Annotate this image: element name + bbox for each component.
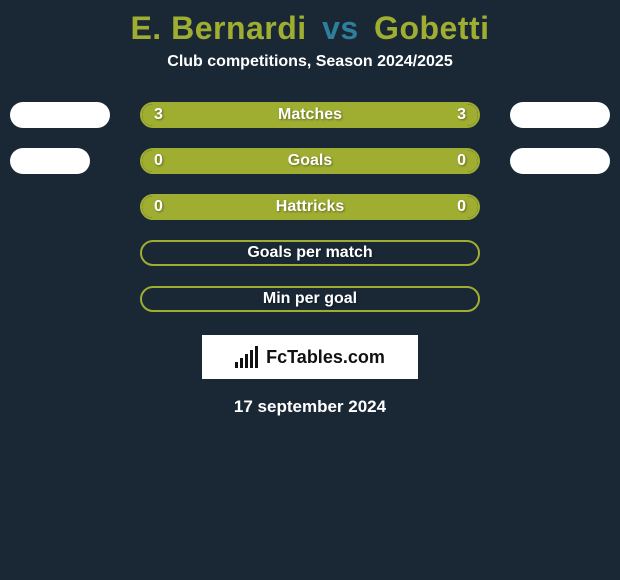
stat-label: Matches	[278, 106, 342, 124]
brand-text: FcTables.com	[266, 347, 385, 368]
logo-bar	[255, 346, 258, 368]
logo-bar	[250, 350, 253, 368]
logo-bar	[245, 354, 248, 368]
player1-name: E. Bernardi	[130, 10, 306, 46]
stat-left-value: 0	[154, 198, 163, 216]
comparison-title: E. Bernardi vs Gobetti	[0, 0, 620, 53]
stat-label: Min per goal	[263, 290, 357, 308]
stat-row: Min per goal	[0, 285, 620, 313]
logo-bar	[240, 358, 243, 368]
stat-right-value: 0	[457, 152, 466, 170]
stat-right-value: 0	[457, 198, 466, 216]
stat-row: 0 0 Goals	[0, 147, 620, 175]
stat-bar: 0 0 Hattricks	[140, 194, 480, 220]
logo-bar	[235, 362, 238, 368]
stat-left-value: 0	[154, 152, 163, 170]
stat-row: 3 3 Matches	[0, 101, 620, 129]
stat-bar: 3 3 Matches	[140, 102, 480, 128]
footer-badge: FcTables.com	[202, 335, 418, 379]
stat-row: 0 0 Hattricks	[0, 193, 620, 221]
vs-text: vs	[316, 10, 365, 46]
left-pill	[10, 148, 90, 174]
stat-label: Goals per match	[247, 244, 372, 262]
player2-name: Gobetti	[374, 10, 489, 46]
subtitle: Club competitions, Season 2024/2025	[0, 53, 620, 71]
timestamp: 17 september 2024	[0, 397, 620, 417]
right-pill	[510, 102, 610, 128]
stat-right-value: 3	[457, 106, 466, 124]
stat-row: Goals per match	[0, 239, 620, 267]
stat-bar: Goals per match	[140, 240, 480, 266]
right-pill	[510, 148, 610, 174]
stat-label: Goals	[288, 152, 332, 170]
stat-bar: 0 0 Goals	[140, 148, 480, 174]
stat-label: Hattricks	[276, 198, 344, 216]
left-pill	[10, 102, 110, 128]
logo-icon	[235, 346, 258, 368]
stat-bar: Min per goal	[140, 286, 480, 312]
stat-left-value: 3	[154, 106, 163, 124]
stat-rows: 3 3 Matches 0 0 Goals 0 0 Hattricks Goals per mat…	[0, 101, 620, 313]
